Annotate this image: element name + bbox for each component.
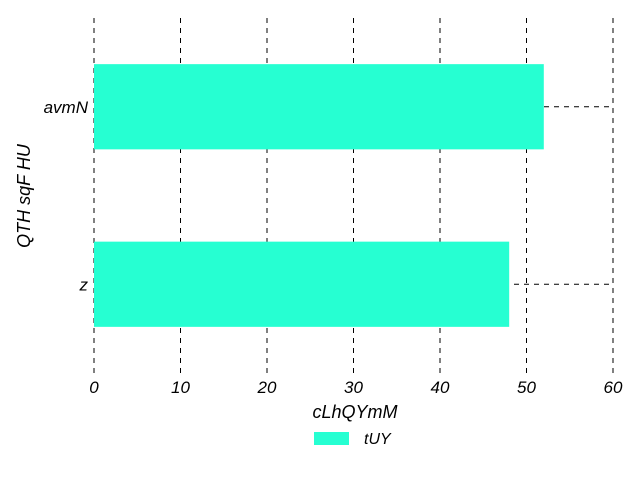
y-tick-label: z: [79, 275, 89, 294]
bars: [94, 64, 544, 327]
x-tick-label: 0: [89, 378, 99, 397]
x-axis-title: cLhQYmM: [312, 402, 397, 422]
y-tick-labels: avmN z: [44, 98, 89, 295]
x-tick-label: 60: [604, 378, 623, 397]
bar: [94, 64, 544, 150]
x-tick-label: 30: [344, 378, 363, 397]
legend-swatch: [314, 432, 349, 445]
x-tick-label: 10: [171, 378, 190, 397]
x-tick-labels: 0 10 20 30 40 50 60: [89, 378, 623, 397]
legend: tUY: [314, 431, 392, 448]
y-axis-title: QTH sqF HU: [14, 143, 34, 248]
x-tick-label: 40: [431, 378, 450, 397]
legend-label: tUY: [364, 431, 392, 448]
y-tick-label: avmN: [44, 98, 89, 117]
x-tick-label: 20: [257, 378, 277, 397]
x-tick-label: 50: [517, 378, 536, 397]
bar: [94, 241, 510, 327]
